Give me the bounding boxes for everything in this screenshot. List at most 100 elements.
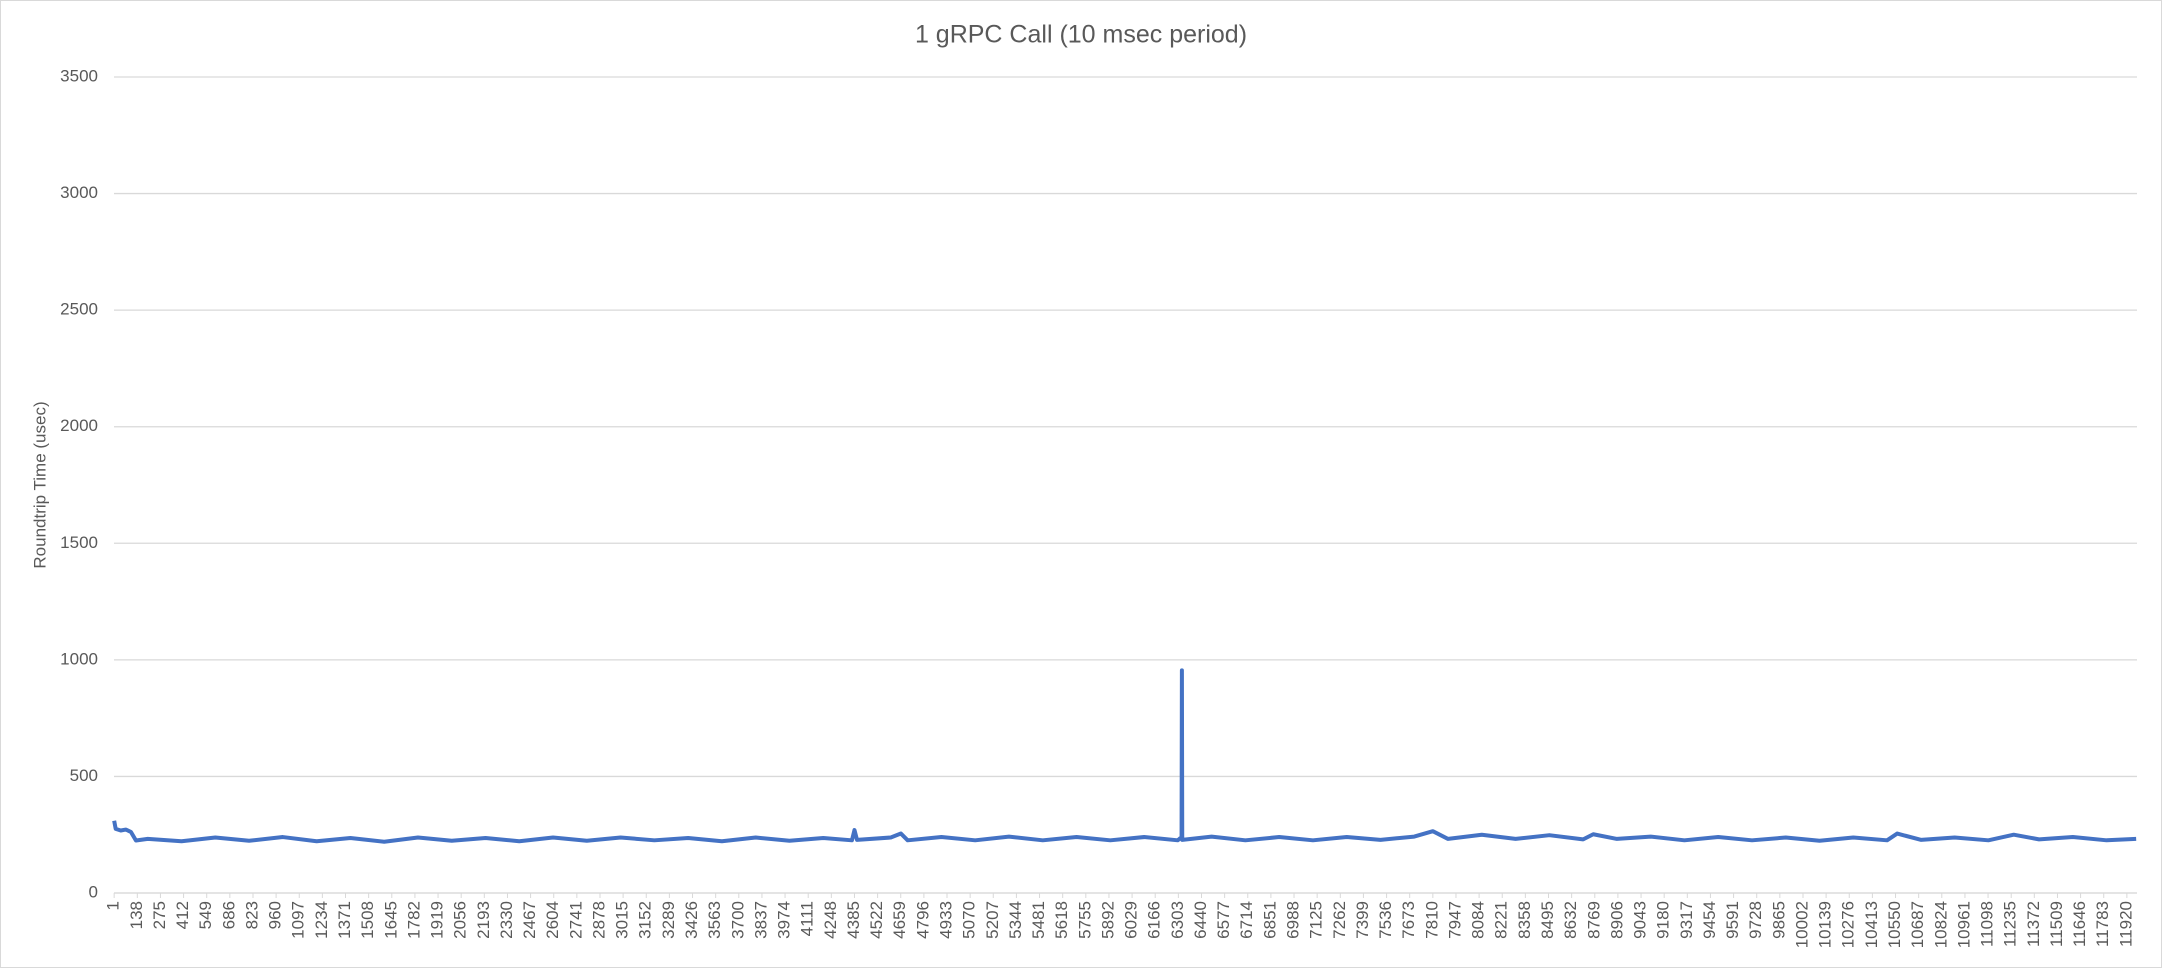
x-tick-label: 9454 (1700, 901, 1719, 939)
x-tick-label: 3837 (751, 901, 770, 939)
x-tick-label: 9865 (1769, 901, 1788, 939)
x-tick-label: 4522 (867, 901, 886, 939)
x-tick-label: 1371 (335, 901, 354, 939)
x-tick-label: 3015 (613, 901, 632, 939)
x-tick-label: 10002 (1792, 901, 1811, 948)
x-tick-label: 1508 (358, 901, 377, 939)
y-axis-title: Roundtrip Time (usec) (30, 401, 49, 568)
x-tick-label: 3700 (728, 901, 747, 939)
x-tick-label: 7810 (1422, 901, 1441, 939)
x-tick-label: 4385 (844, 901, 863, 939)
x-tick-label: 6029 (1122, 901, 1141, 939)
x-tick-label: 2467 (520, 901, 539, 939)
x-tick-label: 4111 (798, 901, 817, 936)
x-tick-label: 5481 (1029, 901, 1048, 939)
x-tick-label: 11783 (2093, 901, 2112, 947)
x-tick-label: 2330 (497, 901, 516, 939)
x-tick-label: 10687 (1908, 901, 1927, 948)
x-tick-label: 960 (266, 901, 285, 929)
x-tick-label: 7536 (1376, 901, 1395, 939)
x-tick-label: 4796 (913, 901, 932, 939)
x-tick-label: 8358 (1515, 901, 1534, 939)
data-line (112, 668, 2137, 844)
y-tick-label: 1500 (60, 533, 98, 552)
x-tick-label: 9043 (1631, 901, 1650, 939)
x-tick-label: 10824 (1931, 901, 1950, 948)
x-tick-label: 7125 (1307, 901, 1326, 939)
x-tick-label: 9728 (1746, 901, 1765, 939)
x-tick-label: 3563 (705, 901, 724, 939)
x-tick-label: 8084 (1469, 901, 1488, 939)
x-tick-label: 8632 (1561, 901, 1580, 939)
x-tick-label: 3289 (659, 901, 678, 939)
y-tick-label: 1000 (60, 649, 98, 668)
x-tick-label: 8221 (1492, 901, 1511, 939)
x-tick-label: 8769 (1584, 901, 1603, 939)
x-tick-label: 9317 (1677, 901, 1696, 939)
x-tick-label: 6851 (1260, 901, 1279, 939)
x-tick-label: 5207 (983, 901, 1002, 939)
x-tick-label: 7262 (1330, 901, 1349, 939)
x-tick-label: 2056 (451, 901, 470, 939)
x-tick-label: 6303 (1168, 901, 1187, 939)
x-tick-label: 2741 (566, 901, 585, 939)
x-tick-label: 3152 (636, 901, 655, 939)
x-tick-label: 5892 (1098, 901, 1117, 939)
x-tick-label: 5070 (960, 901, 979, 939)
x-tick-label: 3426 (682, 901, 701, 939)
y-tick-label: 0 (89, 882, 98, 901)
x-tick-label: 1234 (312, 901, 331, 939)
x-tick-label: 11235 (2001, 901, 2020, 947)
x-tick-label: 4248 (821, 901, 840, 939)
y-tick-label: 3500 (60, 66, 98, 85)
x-tick-label: 10550 (1885, 901, 1904, 948)
x-tick-label: 9180 (1654, 901, 1673, 939)
chart-title: 1 gRPC Call (10 msec period) (915, 21, 1247, 49)
x-tick-label: 11920 (2116, 901, 2135, 947)
x-tick-label: 4659 (890, 901, 909, 939)
x-tick-label: 7947 (1445, 901, 1464, 939)
y-tick-label: 3000 (60, 183, 98, 202)
x-tick-label: 549 (196, 901, 215, 929)
x-tick-label: 10413 (1862, 901, 1881, 948)
y-tick-label: 2000 (60, 416, 98, 435)
x-tick-label: 3974 (775, 901, 794, 939)
x-tick-label: 11372 (2024, 901, 2043, 947)
x-tick-label: 686 (219, 901, 238, 929)
x-tick-label: 6166 (1145, 901, 1164, 939)
x-tick-label: 1782 (404, 901, 423, 939)
x-tick-label: 5344 (1006, 901, 1025, 939)
x-tick-label: 1 (104, 901, 123, 910)
x-tick-label: 5618 (1052, 901, 1071, 939)
x-tick-label: 8906 (1607, 901, 1626, 939)
x-tick-label: 10961 (1954, 901, 1973, 948)
x-tick-label: 5755 (1075, 901, 1094, 939)
x-tick-label: 11098 (1978, 901, 1997, 947)
x-tick-label: 138 (127, 901, 146, 929)
x-tick-label: 11509 (2047, 901, 2066, 947)
x-tick-label: 10139 (1816, 901, 1835, 948)
x-tick-label: 823 (242, 901, 261, 929)
x-tick-label: 4933 (936, 901, 955, 939)
x-tick-label: 6440 (1191, 901, 1210, 939)
y-tick-label: 2500 (60, 300, 98, 319)
x-tick-label: 2604 (543, 901, 562, 939)
x-tick-label: 6577 (1214, 901, 1233, 939)
x-tick-label: 275 (150, 901, 169, 929)
x-tick-label: 7673 (1399, 901, 1418, 939)
x-tick-label: 7399 (1353, 901, 1372, 939)
x-tick-label: 1097 (289, 901, 308, 939)
x-tick-label: 412 (173, 901, 192, 929)
x-tick-label: 8495 (1538, 901, 1557, 939)
x-tick-label: 9591 (1723, 901, 1742, 939)
y-tick-label: 500 (70, 766, 98, 785)
x-tick-label: 2878 (589, 901, 608, 939)
x-tick-label: 2193 (474, 901, 493, 939)
x-tick-label: 10276 (1839, 901, 1858, 948)
x-tick-label: 6988 (1284, 901, 1303, 939)
x-tick-label: 1645 (381, 901, 400, 939)
x-tick-label: 1919 (428, 901, 447, 939)
